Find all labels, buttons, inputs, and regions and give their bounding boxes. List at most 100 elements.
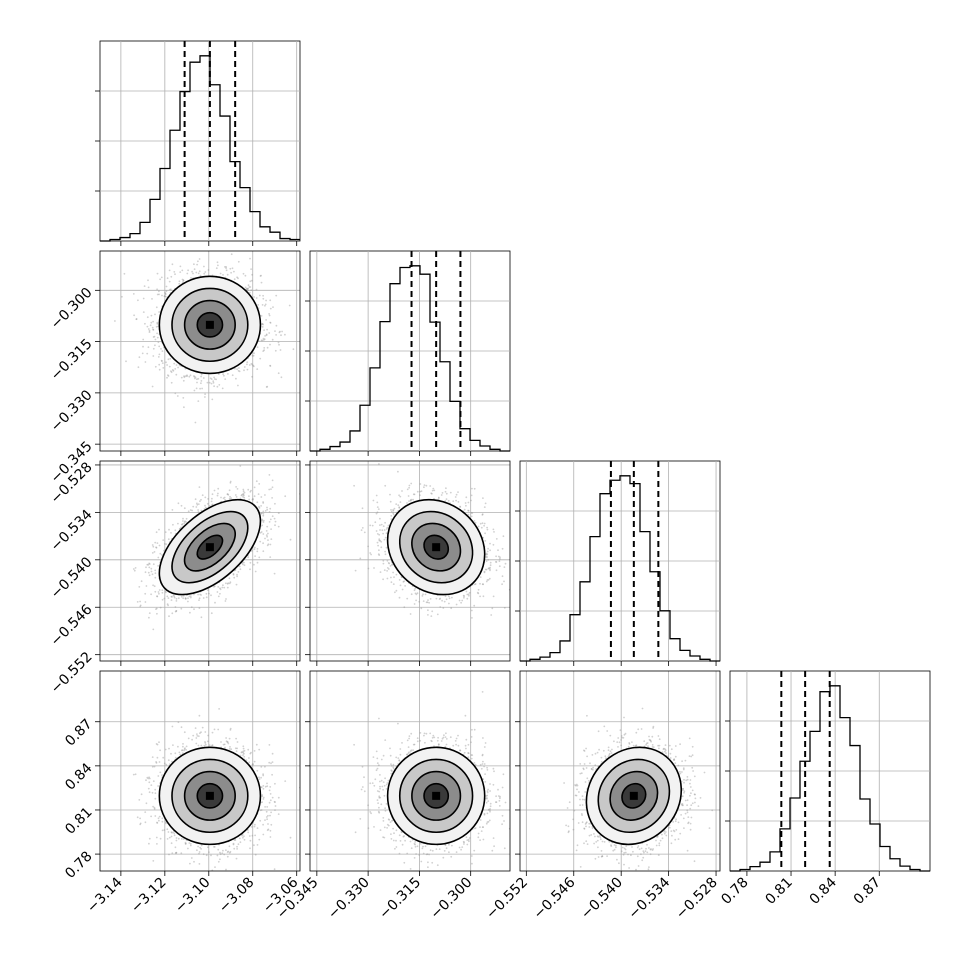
sample-point xyxy=(208,592,210,595)
sample-point xyxy=(253,352,255,355)
sample-point xyxy=(275,334,277,336)
sample-point xyxy=(247,287,249,290)
sample-point xyxy=(255,297,258,299)
sample-point xyxy=(265,530,268,532)
sample-point xyxy=(268,511,271,513)
sample-point xyxy=(265,299,267,302)
sample-point xyxy=(258,556,261,559)
sample-point xyxy=(261,518,264,521)
sample-point xyxy=(259,531,262,534)
hist-panel-1 xyxy=(305,250,511,452)
sample-point xyxy=(262,542,264,545)
sample-point xyxy=(155,607,158,610)
sample-point xyxy=(268,488,271,491)
sample-point xyxy=(154,572,157,575)
sample-point xyxy=(161,598,164,601)
sample-point xyxy=(270,488,272,490)
sample-point xyxy=(229,480,232,483)
sample-point xyxy=(249,568,251,571)
sample-point xyxy=(261,519,264,522)
sample-point xyxy=(257,304,260,306)
sample-point xyxy=(265,334,268,337)
sample-point xyxy=(248,364,251,366)
sample-point xyxy=(237,571,240,573)
sample-point xyxy=(148,563,151,565)
sample-point xyxy=(243,491,246,494)
sample-point xyxy=(144,571,147,574)
sample-point xyxy=(189,596,192,599)
sample-point xyxy=(235,496,238,498)
sample-point xyxy=(250,550,253,552)
sample-point xyxy=(184,598,187,600)
sample-point xyxy=(135,318,138,320)
histogram-step xyxy=(310,265,510,452)
histogram-step xyxy=(730,685,930,872)
sample-point xyxy=(219,587,221,590)
sample-point xyxy=(243,496,246,499)
sample-point xyxy=(162,539,165,541)
sample-point xyxy=(210,612,213,615)
sample-point xyxy=(187,269,190,272)
sample-point xyxy=(222,584,224,587)
sample-point xyxy=(139,600,142,603)
sample-point xyxy=(248,498,251,501)
sample-point xyxy=(250,289,253,291)
sample-point xyxy=(227,582,230,584)
sample-point xyxy=(258,483,261,485)
sample-point xyxy=(158,592,160,595)
sample-point xyxy=(161,591,164,594)
sample-point xyxy=(242,493,245,496)
sample-point xyxy=(161,360,163,362)
sample-point xyxy=(173,362,176,365)
sample-point xyxy=(153,551,156,553)
sample-point xyxy=(166,603,169,606)
sample-point xyxy=(251,375,254,378)
sample-point xyxy=(156,321,159,324)
sample-point xyxy=(123,272,126,275)
sample-point xyxy=(204,271,207,273)
sample-point xyxy=(259,540,262,543)
sample-point xyxy=(204,396,206,398)
sample-point xyxy=(253,296,256,298)
sample-point xyxy=(249,257,251,260)
sample-point xyxy=(248,495,250,497)
sample-point xyxy=(160,276,163,279)
sample-point xyxy=(180,526,182,529)
sample-point xyxy=(238,370,241,373)
contour-line xyxy=(158,275,262,375)
sample-point xyxy=(163,295,166,298)
sample-point xyxy=(169,357,172,360)
sample-point xyxy=(181,523,184,525)
sample-point xyxy=(174,273,176,276)
sample-point xyxy=(264,303,267,306)
density-peak xyxy=(205,320,214,329)
sample-point xyxy=(222,274,224,276)
sample-point xyxy=(262,550,265,553)
sample-point xyxy=(213,585,216,588)
sample-point xyxy=(274,524,276,527)
sample-point xyxy=(170,532,172,534)
sample-point xyxy=(199,387,202,390)
sample-point xyxy=(192,272,194,275)
sample-point xyxy=(160,348,162,350)
sample-point xyxy=(224,266,226,268)
sample-point xyxy=(156,612,158,615)
sample-point xyxy=(261,524,263,527)
sample-point xyxy=(136,601,139,603)
sample-point xyxy=(280,334,282,337)
sample-point xyxy=(177,502,180,505)
sample-point xyxy=(158,290,160,293)
sample-point xyxy=(226,493,229,495)
sample-point xyxy=(203,272,206,275)
sample-point xyxy=(152,347,155,350)
sample-point xyxy=(168,615,170,618)
sample-point xyxy=(257,493,260,495)
sample-point xyxy=(210,382,213,385)
sample-point xyxy=(249,286,252,288)
sample-point xyxy=(158,353,161,356)
sample-point xyxy=(181,269,184,272)
sample-point xyxy=(226,273,229,276)
sample-point xyxy=(153,585,156,588)
sample-point xyxy=(182,279,185,281)
sample-point xyxy=(264,537,266,540)
